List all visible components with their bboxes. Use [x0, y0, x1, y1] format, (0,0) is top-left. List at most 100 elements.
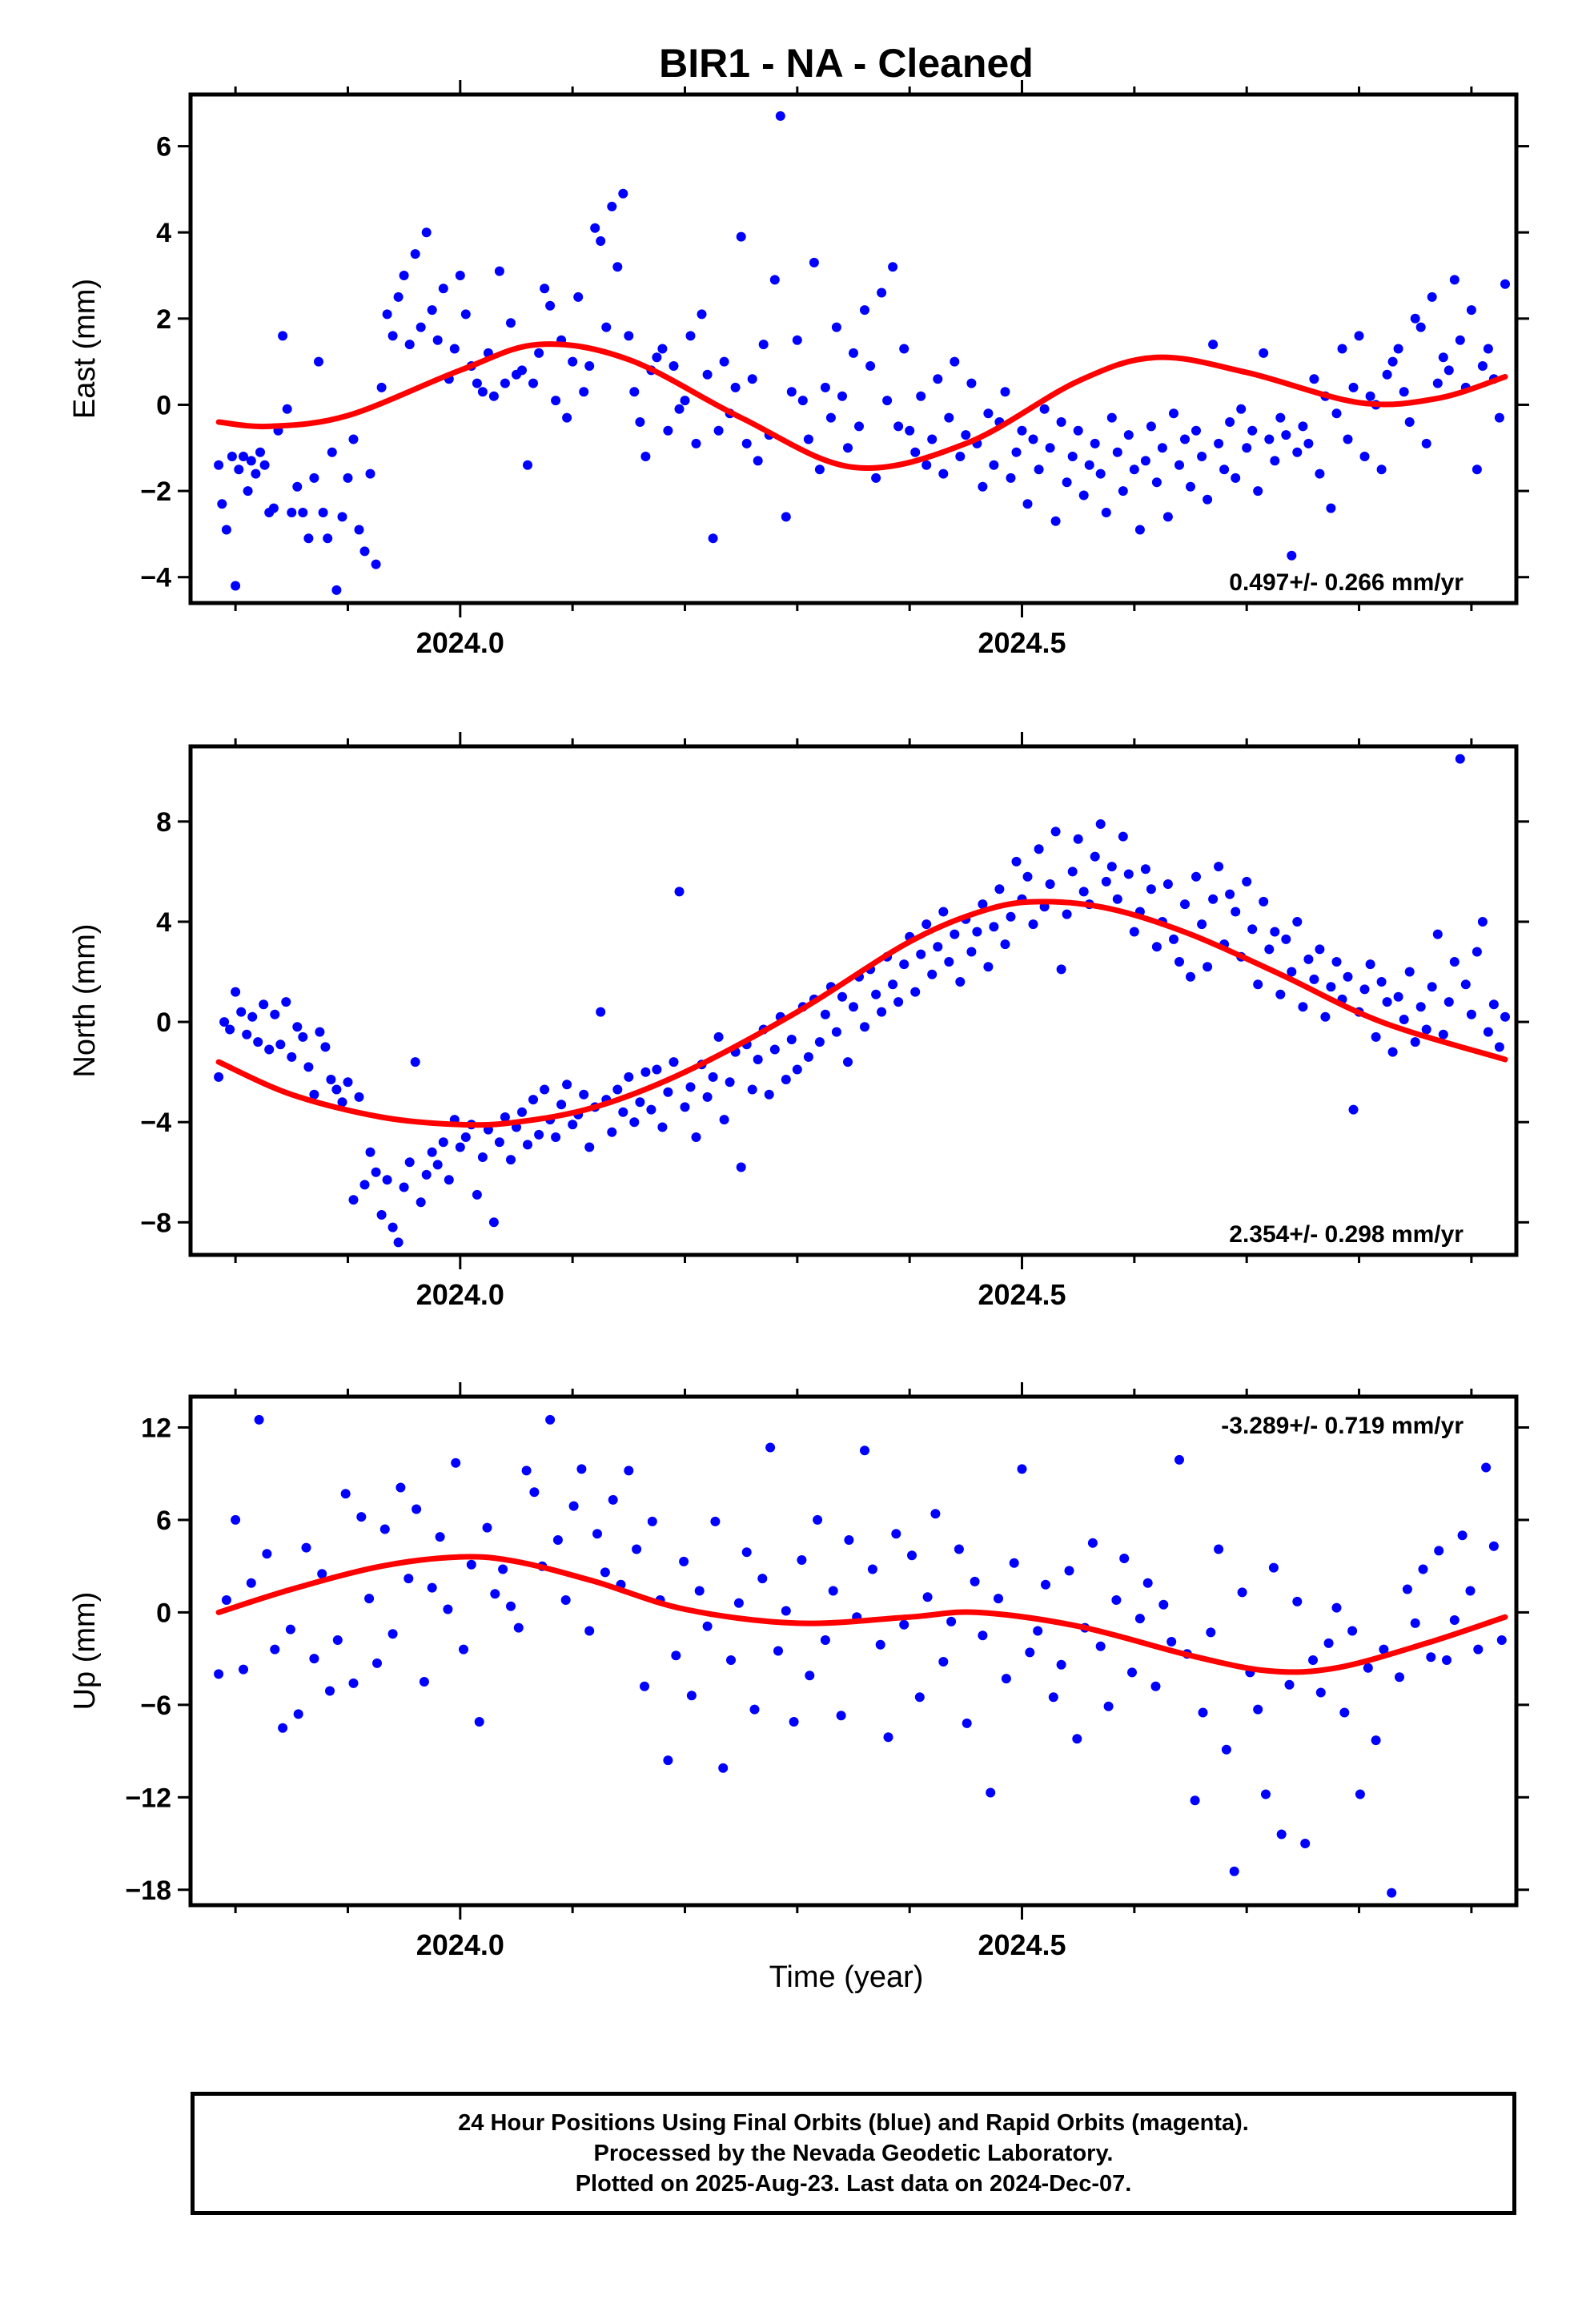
up-data-point — [1142, 1578, 1153, 1588]
east-data-point — [730, 382, 741, 392]
east-data-point — [506, 318, 516, 328]
up-data-point — [309, 1654, 319, 1664]
east-rate-label: 0.497+/- 0.266 mm/yr — [1229, 569, 1464, 596]
north-data-point — [1303, 954, 1314, 964]
east-data-point — [309, 472, 319, 483]
north-data-point — [1500, 1011, 1510, 1022]
east-data-point — [517, 365, 527, 376]
up-data-point — [221, 1595, 231, 1605]
up-data-point — [986, 1787, 996, 1798]
east-data-point — [893, 421, 904, 432]
up-data-point — [285, 1624, 295, 1634]
up-ytick-label: 6 — [156, 1506, 171, 1536]
north-data-point — [888, 979, 898, 990]
up-data-point — [805, 1671, 815, 1681]
north-data-point — [618, 1107, 628, 1117]
up-data-point — [1379, 1644, 1389, 1655]
north-data-point — [236, 1007, 247, 1017]
up-data-point — [521, 1466, 532, 1476]
east-data-point — [831, 322, 841, 332]
north-ytick-label: 4 — [156, 907, 171, 938]
north-data-point — [1247, 924, 1258, 935]
up-data-point — [883, 1732, 893, 1743]
up-data-point — [1308, 1655, 1318, 1665]
east-data-point — [292, 481, 303, 492]
north-data-point — [523, 1140, 532, 1150]
east-data-point — [877, 287, 887, 298]
north-data-point — [1488, 999, 1499, 1010]
up-data-point — [978, 1630, 988, 1641]
up-data-point — [1072, 1734, 1082, 1744]
up-data-point — [922, 1592, 933, 1602]
north-data-point — [994, 884, 1005, 895]
east-data-point — [1242, 443, 1252, 453]
north-data-point — [427, 1147, 437, 1157]
east-data-point — [871, 472, 881, 483]
east-data-point — [255, 447, 265, 457]
up-data-point — [482, 1522, 492, 1533]
east-data-point — [1259, 348, 1269, 358]
east-data-point — [916, 391, 926, 401]
north-ytick-label: −8 — [140, 1208, 171, 1238]
east-data-point — [1287, 550, 1297, 561]
up-data-point — [1457, 1530, 1468, 1541]
east-data-point — [1472, 464, 1482, 475]
east-data-point — [849, 348, 858, 358]
up-ytick-label: −12 — [125, 1783, 171, 1813]
north-data-point — [528, 1095, 538, 1105]
east-data-point — [758, 340, 769, 350]
east-data-point — [797, 396, 808, 406]
up-data-point — [325, 1686, 335, 1696]
east-data-point — [365, 468, 375, 479]
east-data-point — [685, 331, 696, 341]
north-data-point — [1438, 1029, 1448, 1039]
east-ytick-label: −4 — [140, 563, 171, 593]
east-data-point — [736, 231, 746, 242]
north-data-point — [1151, 942, 1162, 952]
east-data-point — [1309, 374, 1319, 384]
east-data-point — [376, 382, 387, 392]
figure-title: BIR1 - NA - Cleaned — [659, 41, 1034, 86]
north-data-point — [1028, 919, 1038, 930]
east-data-point — [1106, 412, 1117, 423]
east-data-point — [528, 378, 538, 388]
north-data-point — [460, 1132, 471, 1142]
east-data-point — [786, 387, 797, 397]
north-data-point — [365, 1147, 375, 1157]
east-data-point — [1084, 460, 1094, 470]
east-data-point — [860, 305, 869, 316]
up-data-point — [749, 1704, 760, 1715]
up-data-point — [663, 1755, 673, 1766]
east-data-point — [231, 581, 241, 591]
north-data-point — [849, 1002, 858, 1012]
up-fit-curve — [215, 1554, 1508, 1675]
up-data-point — [1237, 1587, 1247, 1598]
up-data-point — [694, 1586, 705, 1596]
north-data-point — [820, 1009, 830, 1019]
up-data-point — [1150, 1681, 1161, 1691]
up-data-point — [1442, 1655, 1452, 1665]
up-data-point — [443, 1604, 453, 1614]
up-data-point — [1473, 1644, 1484, 1655]
east-data-point — [1203, 494, 1213, 505]
north-xtick-label: 2024.5 — [978, 1278, 1066, 1311]
up-data-point — [741, 1547, 752, 1558]
north-data-point — [242, 1029, 252, 1039]
north-data-point — [348, 1195, 359, 1205]
east-data-point — [966, 378, 977, 388]
up-data-point — [773, 1646, 783, 1656]
up-data-point — [608, 1494, 618, 1505]
north-data-point — [1382, 997, 1392, 1007]
north-data-point — [432, 1160, 443, 1170]
up-data-point — [568, 1501, 579, 1511]
east-data-point — [697, 309, 707, 320]
up-data-point — [1127, 1667, 1137, 1678]
east-data-point — [500, 378, 510, 388]
east-ytick-label: 4 — [156, 218, 171, 248]
up-data-point — [1418, 1564, 1428, 1574]
up-data-point — [679, 1556, 689, 1566]
up-data-point — [836, 1711, 846, 1721]
north-data-point — [1404, 967, 1415, 977]
east-data-point — [278, 331, 288, 341]
north-data-point — [421, 1169, 432, 1180]
